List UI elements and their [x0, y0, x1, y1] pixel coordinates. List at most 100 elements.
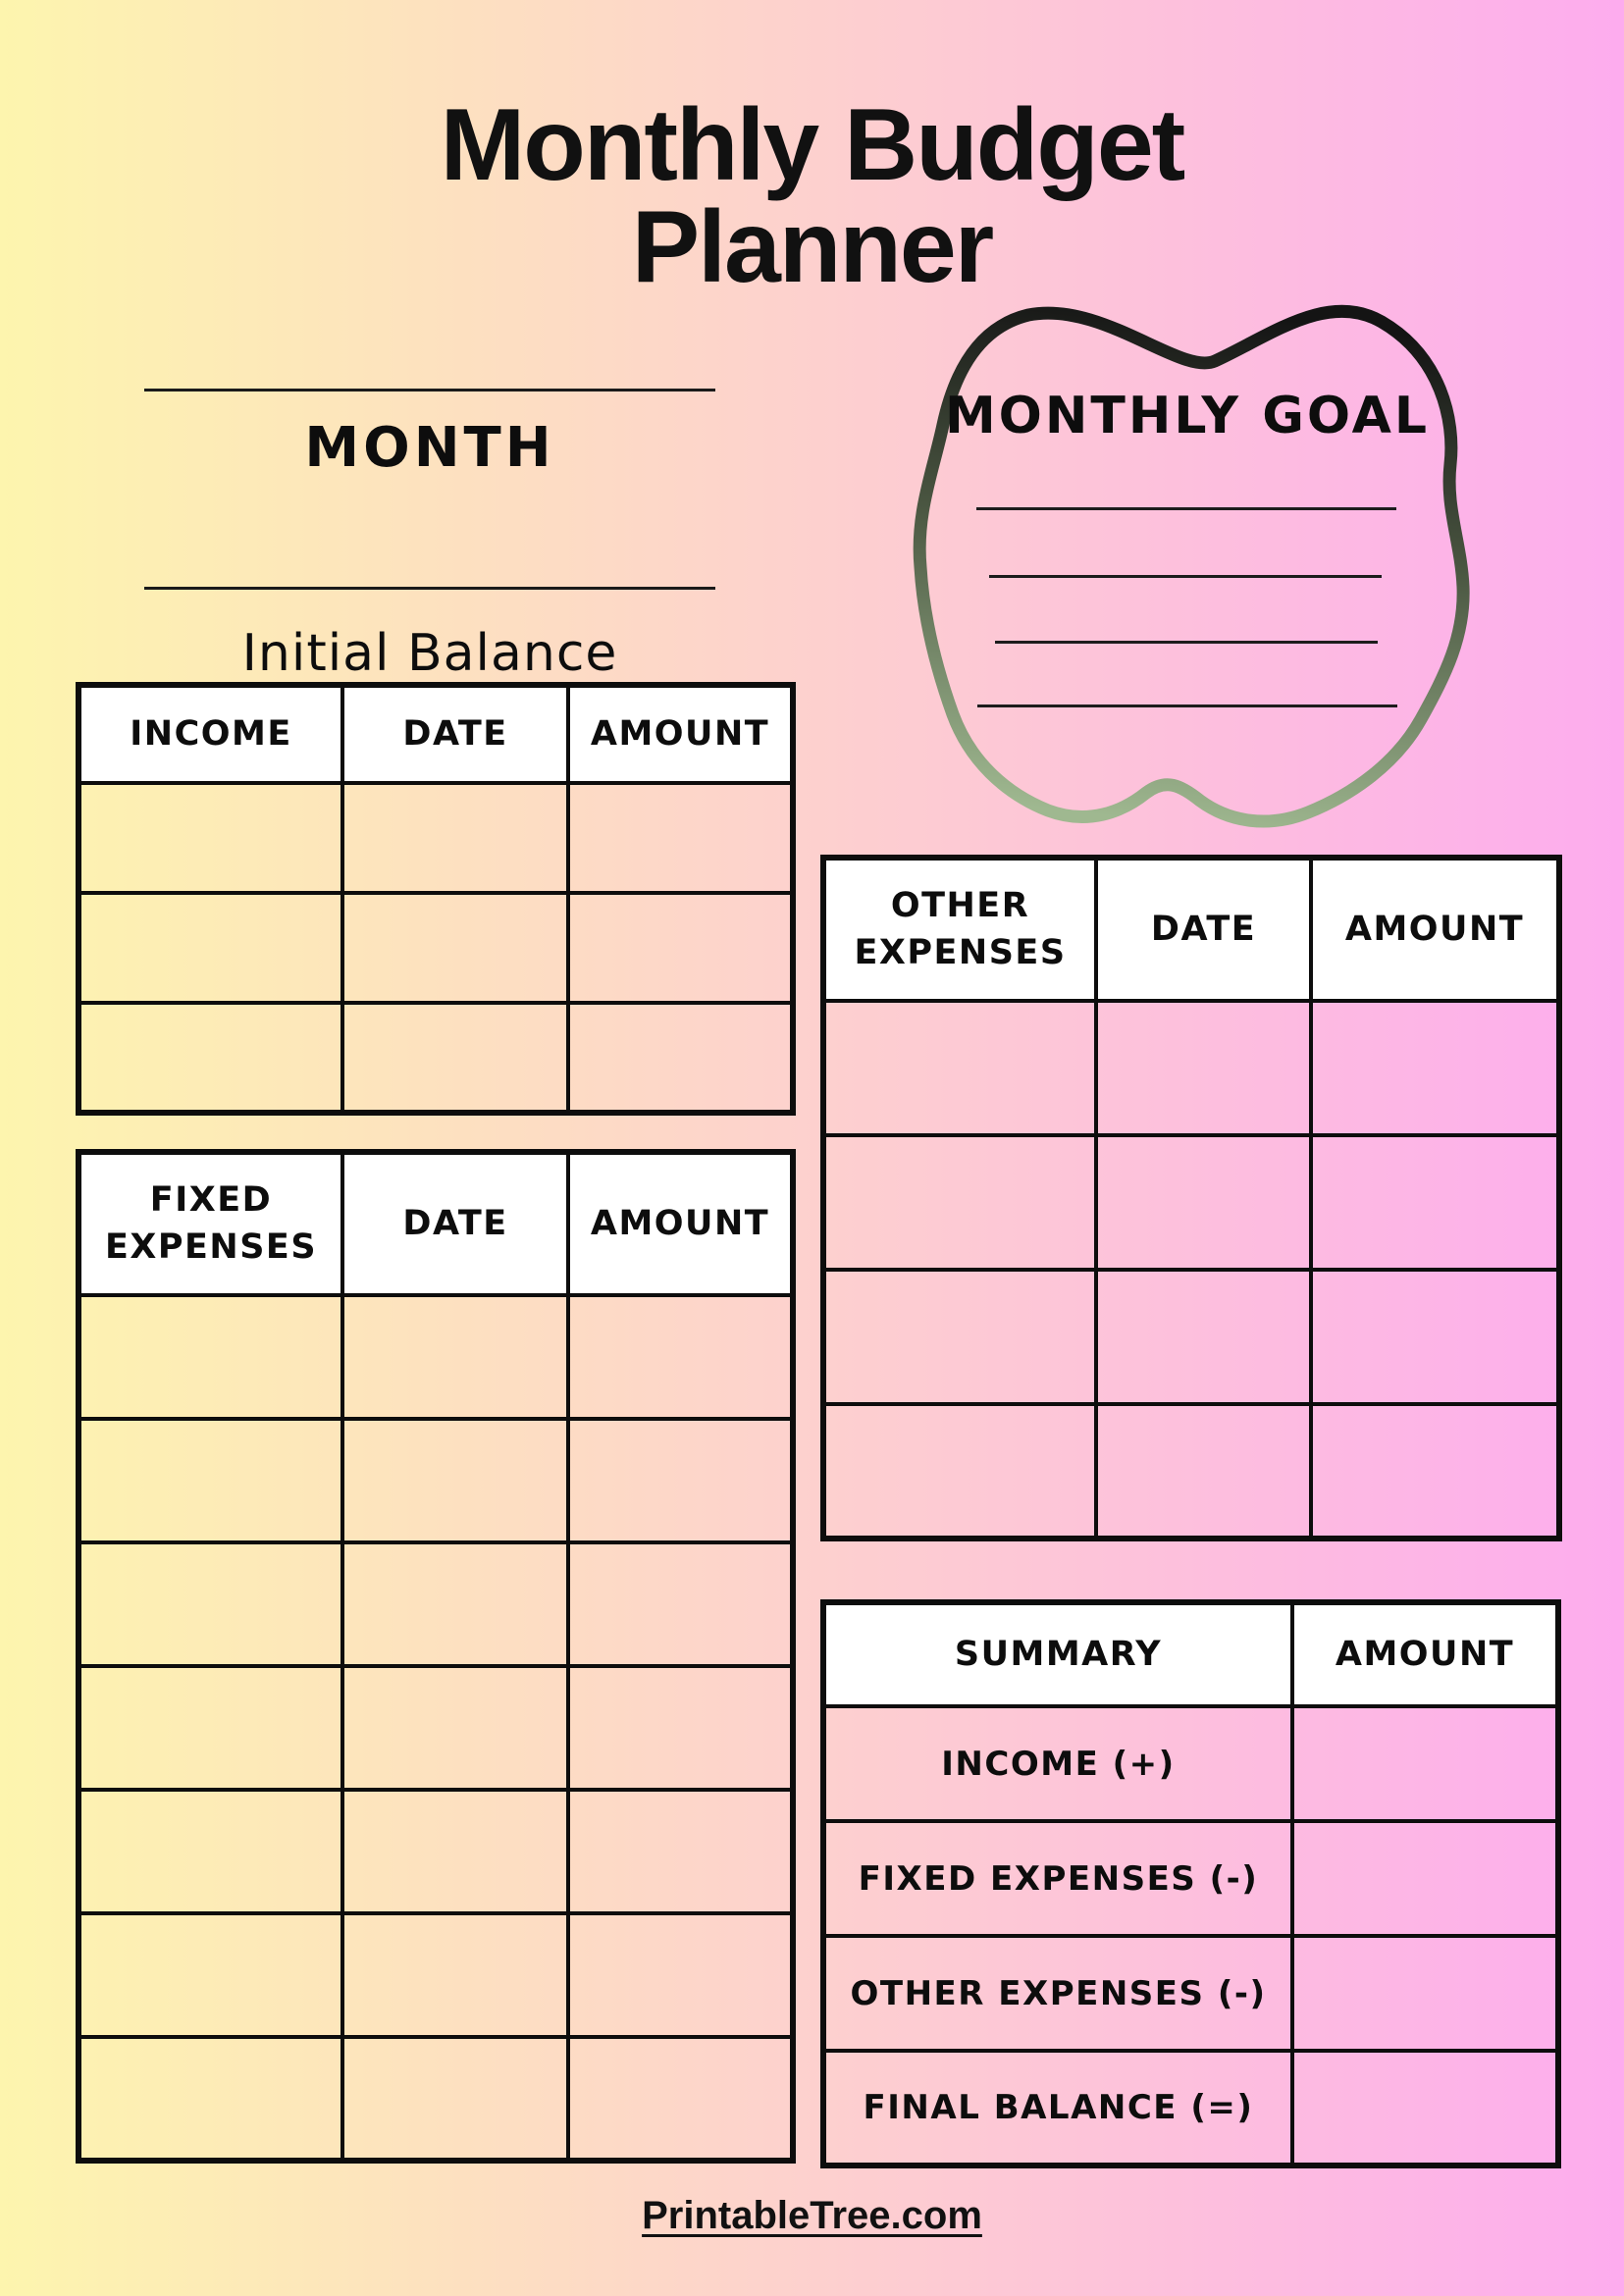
- empty-table-row: [821, 1402, 1561, 1540]
- empty-cell: [77, 1911, 344, 2039]
- empty-cell: [77, 2035, 344, 2163]
- empty-table-row: [77, 1001, 795, 1115]
- footer: PrintableTree.com: [0, 2194, 1624, 2238]
- empty-cell: [566, 1911, 795, 2039]
- summary-table: SUMMARY AMOUNT INCOME (+) FIXED EXPENSES…: [820, 1599, 1561, 2168]
- goal-ruled-line: [989, 575, 1382, 578]
- empty-cell: [77, 1001, 344, 1115]
- empty-cell: [77, 1788, 344, 1915]
- amount-header: AMOUNT: [1290, 1600, 1560, 1708]
- empty-cell: [1290, 2049, 1560, 2167]
- month-fill-line: [144, 389, 715, 391]
- summary-row-other-expenses: OTHER EXPENSES (-): [821, 1934, 1560, 2053]
- empty-table-row: [77, 1911, 795, 2039]
- empty-cell: [341, 1664, 570, 1792]
- empty-cell: [341, 891, 570, 1005]
- empty-cell: [1094, 1402, 1313, 1540]
- empty-cell: [341, 1293, 570, 1421]
- empty-cell: [1309, 1268, 1561, 1406]
- empty-cell: [341, 1417, 570, 1544]
- other-expenses-header-row: OTHER EXPENSES DATE AMOUNT: [821, 856, 1561, 1003]
- initial-balance-fill-line: [144, 587, 715, 590]
- empty-cell: [1309, 1133, 1561, 1272]
- goal-ruled-line: [977, 704, 1397, 707]
- empty-table-row: [77, 1417, 795, 1544]
- other-expenses-header-label: OTHER EXPENSES: [854, 886, 1067, 972]
- goal-ruled-line: [976, 507, 1396, 510]
- empty-table-row: [821, 1133, 1561, 1272]
- monthly-goal-title: MONTHLY GOAL: [944, 387, 1431, 445]
- empty-table-row: [77, 891, 795, 1005]
- fixed-expenses-table: FIXED EXPENSES DATE AMOUNT: [76, 1149, 796, 2164]
- date-header: DATE: [341, 683, 570, 785]
- empty-table-row: [821, 1268, 1561, 1406]
- empty-cell: [821, 1268, 1098, 1406]
- empty-cell: [1309, 999, 1561, 1137]
- empty-cell: [566, 781, 795, 895]
- empty-table-row: [821, 999, 1561, 1137]
- empty-cell: [566, 891, 795, 1005]
- empty-table-row: [77, 1293, 795, 1421]
- summary-row-final-balance: FINAL BALANCE (=): [821, 2049, 1560, 2167]
- summary-label-income: INCOME (+): [821, 1704, 1294, 1823]
- empty-table-row: [77, 1788, 795, 1915]
- other-expenses-table: OTHER EXPENSES DATE AMOUNT: [820, 855, 1562, 1541]
- empty-cell: [77, 1417, 344, 1544]
- empty-cell: [821, 1133, 1098, 1272]
- empty-cell: [77, 781, 344, 895]
- income-header: INCOME: [77, 683, 344, 785]
- empty-cell: [1094, 1133, 1313, 1272]
- summary-label-other-expenses: OTHER EXPENSES (-): [821, 1934, 1294, 2053]
- empty-cell: [341, 1001, 570, 1115]
- empty-table-row: [77, 1664, 795, 1792]
- amount-header: AMOUNT: [566, 1150, 795, 1297]
- page-title: Monthly Budget Planner: [0, 94, 1624, 298]
- initial-balance-label: Initial Balance: [241, 624, 618, 683]
- empty-cell: [1094, 1268, 1313, 1406]
- page-title-line2: Planner: [631, 190, 994, 304]
- empty-cell: [1309, 1402, 1561, 1540]
- amount-header: AMOUNT: [566, 683, 795, 785]
- empty-cell: [566, 1293, 795, 1421]
- monthly-goal-blob-outline: [913, 304, 1470, 828]
- empty-cell: [341, 1911, 570, 2039]
- empty-cell: [566, 1417, 795, 1544]
- empty-cell: [1290, 1819, 1560, 1938]
- empty-cell: [77, 1293, 344, 1421]
- income-header-row: INCOME DATE AMOUNT: [77, 683, 795, 785]
- goal-ruled-line: [995, 641, 1378, 644]
- empty-cell: [341, 781, 570, 895]
- empty-table-row: [77, 1540, 795, 1668]
- empty-cell: [566, 2035, 795, 2163]
- empty-table-row: [77, 2035, 795, 2163]
- empty-cell: [77, 1540, 344, 1668]
- income-table: INCOME DATE AMOUNT: [76, 682, 796, 1116]
- empty-table-row: [77, 781, 795, 895]
- summary-header-row: SUMMARY AMOUNT: [821, 1600, 1560, 1708]
- month-label: MONTH: [304, 416, 555, 480]
- other-expenses-header: OTHER EXPENSES: [821, 856, 1098, 1003]
- summary-label-final-balance: FINAL BALANCE (=): [821, 2049, 1294, 2167]
- page-title-line1: Monthly Budget: [440, 88, 1186, 202]
- empty-cell: [1094, 999, 1313, 1137]
- amount-header: AMOUNT: [1309, 856, 1561, 1003]
- empty-cell: [1290, 1704, 1560, 1823]
- fixed-expenses-header: FIXED EXPENSES: [77, 1150, 344, 1297]
- summary-label-fixed-expenses: FIXED EXPENSES (-): [821, 1819, 1294, 1938]
- empty-cell: [341, 1788, 570, 1915]
- empty-cell: [821, 1402, 1098, 1540]
- date-header: DATE: [1094, 856, 1313, 1003]
- footer-site-link[interactable]: PrintableTree.com: [642, 2194, 982, 2237]
- empty-cell: [77, 1664, 344, 1792]
- empty-cell: [77, 891, 344, 1005]
- empty-cell: [566, 1788, 795, 1915]
- empty-cell: [566, 1001, 795, 1115]
- blob-path: [913, 304, 1470, 828]
- empty-cell: [341, 1540, 570, 1668]
- empty-cell: [566, 1664, 795, 1792]
- empty-cell: [821, 999, 1098, 1137]
- fixed-expenses-header-label: FIXED EXPENSES: [104, 1180, 318, 1267]
- empty-cell: [341, 2035, 570, 2163]
- fixed-expenses-header-row: FIXED EXPENSES DATE AMOUNT: [77, 1150, 795, 1297]
